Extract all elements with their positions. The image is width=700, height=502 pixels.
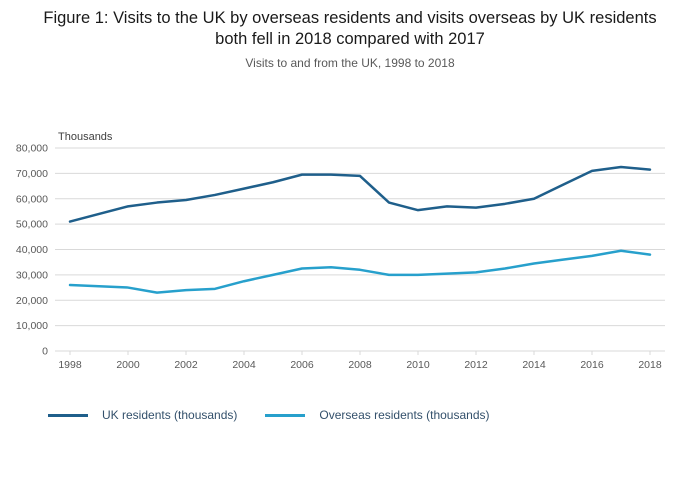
line-chart: 0 10,000 20,000 30,000 40,000 50,000 60,000 70,… (16, 131, 665, 371)
svg-text:2006: 2006 (290, 359, 314, 371)
svg-text:2004: 2004 (232, 359, 256, 371)
svg-text:30,000: 30,000 (16, 269, 48, 281)
svg-text:2000: 2000 (116, 359, 140, 371)
svg-text:20,000: 20,000 (16, 295, 48, 307)
svg-text:2010: 2010 (406, 359, 430, 371)
uk-residents-line-swatch (48, 413, 88, 417)
svg-text:Thousands: Thousands (58, 131, 113, 143)
svg-text:2012: 2012 (464, 359, 488, 371)
legend-label-overseas-residents: Overseas residents (thousands) (319, 408, 490, 422)
chart-subtitle: Visits to and from the UK, 1998 to 2018 (245, 56, 455, 70)
svg-text:1998: 1998 (58, 359, 82, 371)
svg-text:2014: 2014 (522, 359, 546, 371)
svg-text:40,000: 40,000 (16, 244, 48, 256)
legend-label-uk-residents: UK residents (thousands) (102, 408, 238, 422)
svg-text:60,000: 60,000 (16, 193, 48, 205)
svg-text:70,000: 70,000 (16, 168, 48, 180)
legend-item-overseas-residents: Overseas residents (thousands) (265, 408, 490, 422)
svg-text:2016: 2016 (580, 359, 604, 371)
svg-text:2008: 2008 (348, 359, 372, 371)
svg-text:0: 0 (42, 346, 48, 358)
svg-text:50,000: 50,000 (16, 219, 48, 231)
svg-text:10,000: 10,000 (16, 320, 48, 332)
legend: UK residents (thousands) Overseas reside… (48, 408, 490, 422)
svg-text:2002: 2002 (174, 359, 198, 371)
svg-text:80,000: 80,000 (16, 143, 48, 155)
chart-title: Figure 1: Visits to the UK by overseas r… (43, 9, 657, 48)
svg-text:2018: 2018 (638, 359, 662, 371)
overseas-residents-line-swatch (265, 413, 306, 417)
legend-item-uk-residents: UK residents (thousands) (48, 408, 237, 422)
